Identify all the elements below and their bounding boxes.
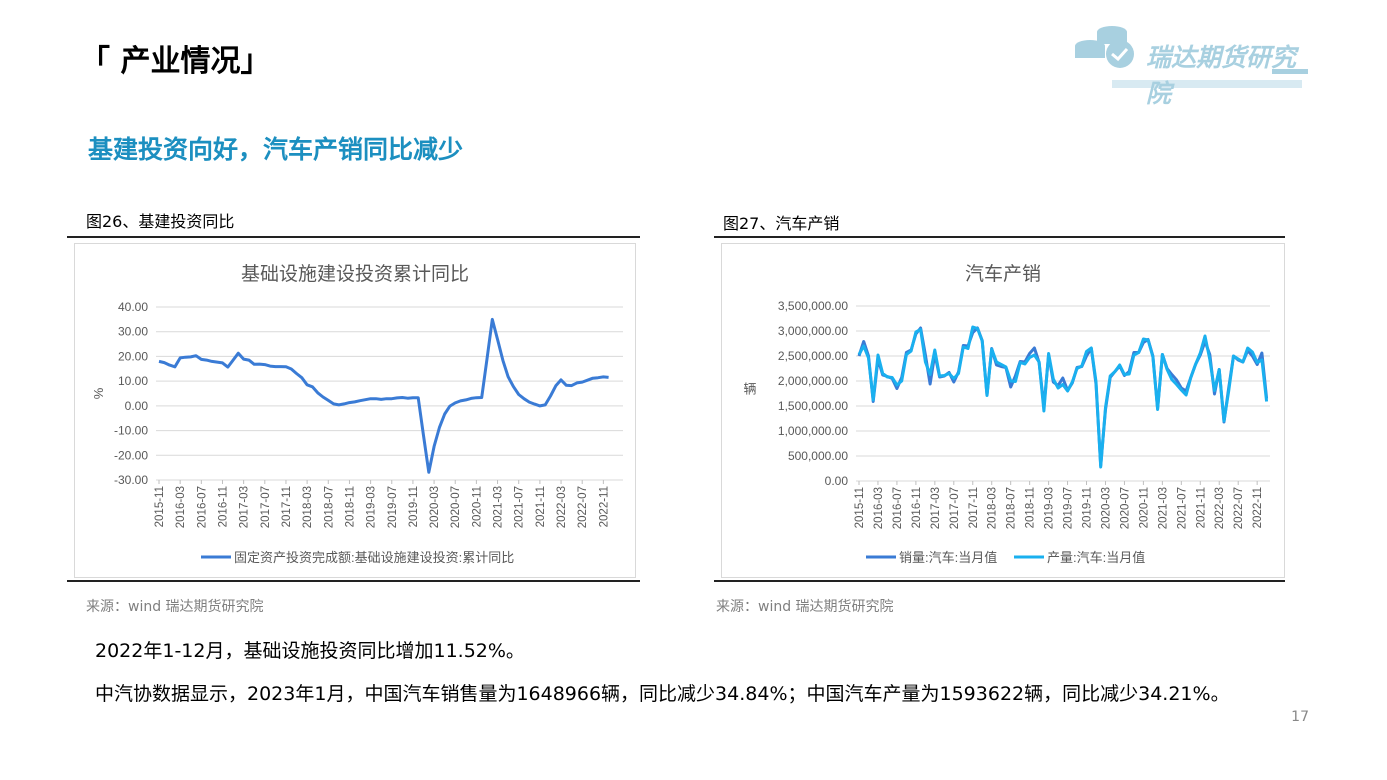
x-tick-label: 2018-11 bbox=[1025, 487, 1037, 528]
x-tick-label: 2015-11 bbox=[854, 487, 866, 528]
x-tick-label: 2016-11 bbox=[217, 486, 229, 527]
section-subtitle: 基建投资向好，汽车产销同比减少 bbox=[88, 135, 464, 164]
infra-investment-chart: 基础设施建设投资累计同比 40.00 30.00 20.00 10.00 0.00 -10.… bbox=[91, 263, 623, 565]
x-tick-label: 2022-11 bbox=[1252, 487, 1264, 528]
x-tick-label: 2020-11 bbox=[1138, 487, 1150, 528]
figure-27-label: 图27、汽车产销 bbox=[723, 214, 840, 233]
legend-label: 销量:汽车:当月值 bbox=[899, 550, 997, 565]
divider bbox=[67, 580, 640, 582]
y-tick-label: 10.00 bbox=[118, 374, 148, 388]
company-logo: 瑞达期货研究院 bbox=[1072, 22, 1312, 108]
x-tick-label: 2016-03 bbox=[873, 487, 885, 529]
x-tick-label: 2020-07 bbox=[1119, 487, 1131, 529]
y-tick-label: 1,500,000.00 bbox=[778, 399, 848, 413]
chart-title: 汽车产销 bbox=[965, 263, 1041, 285]
y-tick-label: 3,500,000.00 bbox=[778, 299, 848, 313]
series-line-1 bbox=[857, 326, 1269, 467]
x-tick-label: 2020-11 bbox=[471, 486, 483, 527]
y-axis-label: 辆 bbox=[743, 382, 756, 397]
page-title: 「 产业情况」 bbox=[80, 44, 271, 79]
auto-summary-text: 中汽协数据显示，2023年1月，中国汽车销售量为1648966辆，同比减少34.… bbox=[95, 683, 1230, 705]
figure-27-source: 来源：wind 瑞达期货研究院 bbox=[716, 599, 894, 615]
x-tick-label: 2018-11 bbox=[344, 486, 356, 527]
x-tick-label: 2019-11 bbox=[1082, 487, 1094, 528]
y-tick-label: 2,000,000.00 bbox=[778, 374, 848, 388]
divider bbox=[714, 236, 1285, 238]
x-tick-label: 2017-07 bbox=[949, 487, 961, 529]
x-tick-label: 2017-11 bbox=[968, 487, 980, 528]
x-tick-label: 2022-03 bbox=[1214, 487, 1226, 529]
x-tick-label: 2021-03 bbox=[493, 486, 505, 528]
page-number: 17 bbox=[1291, 709, 1309, 725]
x-tick-label: 2015-11 bbox=[154, 486, 166, 527]
figure-26-label: 图26、基建投资同比 bbox=[86, 212, 235, 231]
y-tick-label: 1,000,000.00 bbox=[778, 424, 848, 438]
x-tick-label: 2022-07 bbox=[577, 486, 589, 528]
x-tick-label: 2016-07 bbox=[196, 486, 208, 528]
x-tick-label: 2021-03 bbox=[1157, 487, 1169, 529]
x-tick-label: 2018-03 bbox=[987, 487, 999, 529]
series-line-2 bbox=[857, 325, 1269, 469]
x-tick-label: 2017-11 bbox=[281, 486, 293, 527]
x-tick-label: 2018-07 bbox=[323, 486, 335, 528]
divider bbox=[714, 580, 1285, 582]
x-tick-label: 2017-03 bbox=[239, 486, 251, 528]
x-tick-label: 2020-07 bbox=[450, 486, 462, 528]
x-tick-label: 2022-03 bbox=[556, 486, 568, 528]
x-tick-label: 2022-11 bbox=[598, 486, 610, 527]
y-tick-label: 40.00 bbox=[118, 300, 148, 314]
chart-title: 基础设施建设投资累计同比 bbox=[241, 263, 469, 285]
y-tick-label: -20.00 bbox=[114, 448, 148, 462]
figure-26-source: 来源：wind 瑞达期货研究院 bbox=[86, 599, 264, 615]
x-tick-label: 2018-03 bbox=[302, 486, 314, 528]
auto-production-sales-chart: 汽车产销 3,500,000.00 3,000,000.00 2,500,000.00… bbox=[743, 263, 1270, 565]
divider bbox=[67, 236, 640, 238]
x-tick-label: 2019-03 bbox=[1044, 487, 1056, 529]
x-tick-label: 2021-11 bbox=[535, 486, 547, 527]
auto-chart-frame: 汽车产销 3,500,000.00 3,000,000.00 2,500,000.00… bbox=[721, 243, 1285, 578]
x-tick-label: 2019-11 bbox=[408, 486, 420, 527]
x-tick-label: 2021-07 bbox=[1176, 487, 1188, 529]
legend-label: 产量:汽车:当月值 bbox=[1047, 550, 1145, 565]
x-tick-label: 2020-03 bbox=[1100, 487, 1112, 529]
x-tick-label: 2020-03 bbox=[429, 486, 441, 528]
y-tick-label: -10.00 bbox=[114, 424, 148, 438]
series-line-1 bbox=[158, 317, 609, 474]
y-tick-label: 0.00 bbox=[825, 474, 849, 488]
x-tick-label: 2017-03 bbox=[930, 487, 942, 529]
x-tick-label: 2021-11 bbox=[1195, 487, 1207, 528]
y-tick-label: 3,000,000.00 bbox=[778, 324, 848, 338]
x-tick-label: 2016-07 bbox=[892, 487, 904, 529]
x-tick-label: 2019-07 bbox=[387, 486, 399, 528]
x-tick-label: 2022-07 bbox=[1233, 487, 1245, 529]
y-tick-label: -30.00 bbox=[114, 473, 148, 487]
logo-text: 瑞达期货研究院 bbox=[1146, 43, 1297, 108]
y-axis-label: % bbox=[91, 387, 106, 399]
x-tick-label: 2016-03 bbox=[175, 486, 187, 528]
y-tick-label: 0.00 bbox=[125, 399, 149, 413]
x-tick-label: 2021-07 bbox=[514, 486, 526, 528]
y-tick-label: 30.00 bbox=[118, 325, 148, 339]
x-tick-label: 2018-07 bbox=[1006, 487, 1018, 529]
y-tick-label: 2,500,000.00 bbox=[778, 349, 848, 363]
legend-label: 固定资产投资完成额:基础设施建设投资:累计同比 bbox=[234, 550, 514, 565]
coins-icon bbox=[1075, 26, 1308, 88]
infra-summary-text: 2022年1-12月，基础设施投资同比增加11.52%。 bbox=[95, 640, 525, 662]
x-tick-label: 2016-11 bbox=[911, 487, 923, 528]
y-tick-label: 20.00 bbox=[118, 349, 148, 363]
x-tick-label: 2019-07 bbox=[1063, 487, 1075, 529]
x-tick-label: 2017-07 bbox=[260, 486, 272, 528]
y-tick-label: 500,000.00 bbox=[788, 449, 848, 463]
x-tick-label: 2019-03 bbox=[366, 486, 378, 528]
infra-chart-frame: 基础设施建设投资累计同比 40.00 30.00 20.00 10.00 0.00 -10.… bbox=[74, 243, 636, 578]
